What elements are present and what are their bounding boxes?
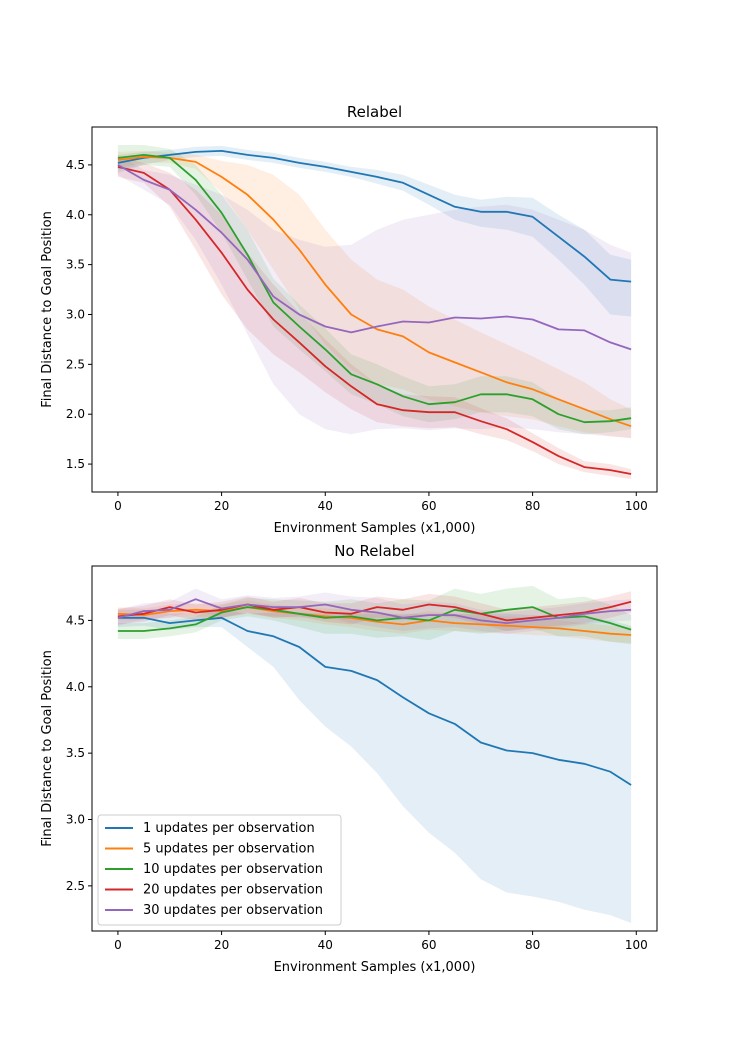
relabel-line-10-updates-per-observation (117, 153, 632, 424)
relabel-plot-area (92, 127, 657, 492)
no-relabel-line-20-updates-per-observation (117, 600, 632, 622)
relabel-x-ticks: 0 20 40 60 80 100 (114, 492, 648, 513)
no-relabel-x-tick-label: 0 (114, 938, 122, 952)
relabel-y-tick-label: 4.0 (66, 208, 85, 222)
no-relabel-subplot: No Relabel 0 20 40 60 80 100 2.53.03.54.04.5 … (40, 542, 658, 975)
relabel-x-tick-label: 100 (625, 499, 648, 513)
relabel-x-axis-label: Environment Samples (x1,000) (274, 521, 476, 536)
legend-label-10-updates: 10 updates per observation (143, 862, 323, 877)
relabel-y-tick-label: 3.0 (66, 307, 85, 321)
no-relabel-line-5-updates-per-observation (117, 606, 632, 636)
relabel-band-1-updates-per-observation (117, 145, 632, 317)
no-relabel-y-axis-label: Final Distance to Goal Position (40, 650, 55, 847)
relabel-title: Relabel (347, 103, 402, 121)
legend-entry: 5 updates per observation (105, 842, 315, 857)
no-relabel-x-tick-label: 20 (214, 938, 229, 952)
relabel-x-tick-label: 80 (525, 499, 540, 513)
relabel-y-tick-label: 4.5 (66, 158, 85, 172)
no-relabel-x-tick-label: 40 (318, 938, 333, 952)
no-relabel-x-ticks: 0 20 40 60 80 100 (114, 931, 648, 952)
legend-entry: 30 updates per observation (105, 903, 323, 918)
relabel-y-tick-label: 1.5 (66, 457, 85, 471)
relabel-axes-frame (91, 126, 658, 493)
relabel-x-tick-label: 40 (318, 499, 333, 513)
no-relabel-y-tick-label: 3.0 (66, 813, 85, 827)
relabel-band-5-updates-per-observation (117, 150, 632, 439)
legend: 1 updates per observation 5 updates per … (97, 814, 342, 926)
legend-entry: 1 updates per observation (105, 821, 315, 836)
relabel-line-30-updates-per-observation (117, 164, 632, 351)
relabel-y-ticks: 1.5 2.0 2.5 3.0 3.5 4.0 4.5 (66, 158, 92, 471)
relabel-line-1-updates-per-observation (117, 149, 632, 283)
no-relabel-x-tick-label: 80 (525, 938, 540, 952)
no-relabel-band-1-updates-per-observation (117, 609, 632, 923)
no-relabel-axes-frame (91, 565, 658, 932)
legend-label-20-updates: 20 updates per observation (143, 883, 323, 898)
no-relabel-series-lines (117, 598, 632, 786)
relabel-y-tick-label: 3.5 (66, 258, 85, 272)
relabel-subplot: Relabel 0 20 40 60 80 100 1.5 2.0 2.5 3.0 3.5 4.0 4… (40, 103, 658, 536)
relabel-x-tick-label: 0 (114, 499, 122, 513)
legend-entry: 20 updates per observation (105, 883, 323, 898)
relabel-y-tick-label: 2.5 (66, 357, 85, 371)
relabel-y-axis-label: Final Distance to Goal Position (40, 211, 55, 408)
no-relabel-y-ticks: 2.5 3.0 3.5 4.0 4.5 (66, 613, 92, 893)
no-relabel-band-10-updates-per-observation (117, 585, 632, 645)
relabel-series-lines (117, 149, 632, 475)
no-relabel-y-tick-label: 4.5 (66, 613, 85, 627)
no-relabel-y-tick-label: 3.5 (66, 746, 85, 760)
relabel-line-20-updates-per-observation (117, 166, 632, 475)
no-relabel-x-tick-label: 100 (625, 938, 648, 952)
no-relabel-line-30-updates-per-observation (117, 598, 632, 624)
legend-entry: 10 updates per observation (105, 862, 323, 877)
relabel-y-tick-label: 2.0 (66, 407, 85, 421)
relabel-band-10-updates-per-observation (117, 145, 632, 435)
legend-label-30-updates: 30 updates per observation (143, 903, 323, 918)
relabel-x-tick-label: 60 (421, 499, 436, 513)
no-relabel-y-tick-label: 2.5 (66, 879, 85, 893)
no-relabel-x-axis-label: Environment Samples (x1,000) (274, 960, 476, 975)
no-relabel-y-tick-label: 4.0 (66, 680, 85, 694)
legend-box (97, 814, 342, 926)
relabel-x-tick-label: 20 (214, 499, 229, 513)
no-relabel-line-10-updates-per-observation (117, 606, 632, 632)
relabel-line-5-updates-per-observation (117, 155, 632, 428)
no-relabel-x-tick-label: 60 (421, 938, 436, 952)
no-relabel-band-20-updates-per-observation (117, 591, 632, 631)
legend-label-1-update: 1 updates per observation (143, 821, 315, 836)
legend-label-5-updates: 5 updates per observation (143, 842, 315, 857)
relabel-band-30-updates-per-observation (117, 154, 632, 439)
no-relabel-title: No Relabel (334, 542, 414, 560)
